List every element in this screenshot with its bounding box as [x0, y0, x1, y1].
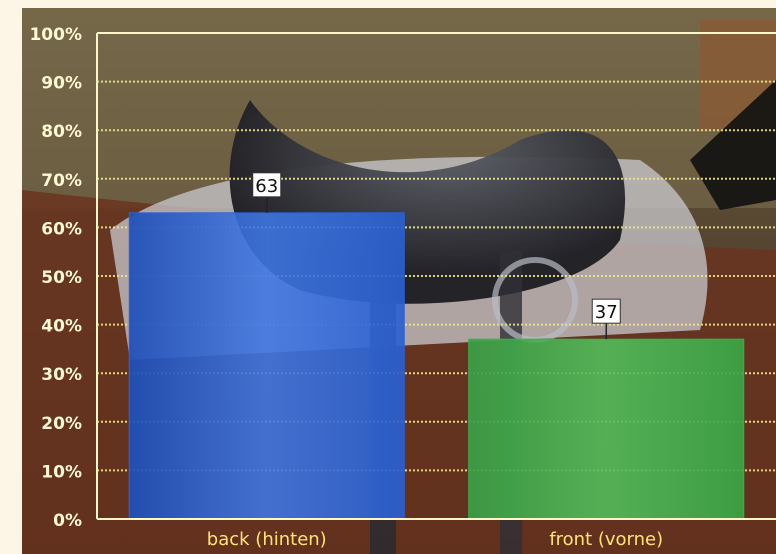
data-label: 37: [595, 302, 618, 323]
data-labels: 63 37: [252, 172, 621, 340]
x-tick-label: back (hinten): [207, 529, 327, 550]
bar: [128, 212, 405, 520]
y-tick-label: 50%: [41, 268, 82, 288]
x-tick-label: front (vorne): [549, 529, 663, 550]
y-tick-label: 80%: [41, 122, 82, 142]
bar: [468, 338, 745, 520]
y-tick-label: 40%: [41, 317, 82, 337]
data-label-box: [591, 298, 621, 324]
y-tick-label: 100%: [29, 25, 82, 45]
data-label: 63: [255, 176, 278, 197]
y-axis-ticks: 0% 10% 20% 30% 40% 50% 60% 70% 80% 90% 100%: [29, 25, 82, 531]
axes: [96, 32, 776, 520]
data-label-box: [252, 172, 282, 198]
y-tick-label: 0%: [53, 511, 82, 531]
bars: [128, 212, 745, 520]
y-tick-label: 60%: [41, 219, 82, 239]
y-tick-label: 10%: [41, 462, 82, 482]
y-tick-label: 70%: [41, 171, 82, 191]
y-tick-label: 90%: [41, 74, 82, 94]
x-axis-ticks: back (hinten) front (vorne): [207, 529, 663, 550]
y-tick-label: 20%: [41, 414, 82, 434]
y-tick-label: 30%: [41, 365, 82, 385]
